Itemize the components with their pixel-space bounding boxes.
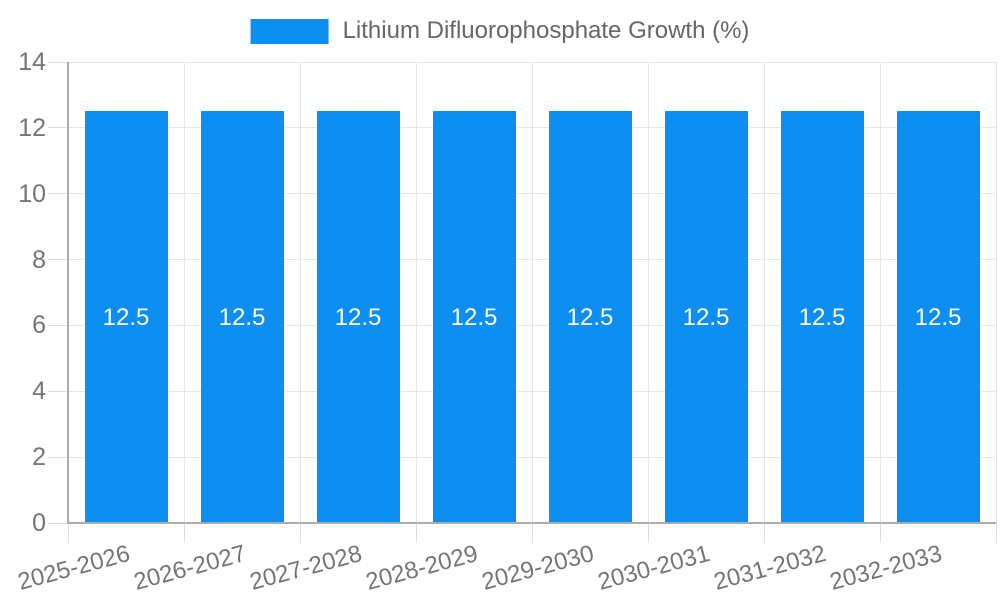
bar — [316, 111, 400, 523]
y-axis-label: 10 — [18, 179, 46, 208]
y-tick — [48, 324, 68, 326]
bar — [200, 111, 284, 523]
x-axis-label: 2029-2030 — [479, 540, 597, 596]
x-axis-label: 2026-2027 — [131, 540, 249, 596]
x-tick — [415, 523, 417, 543]
bar — [780, 111, 864, 523]
v-gridline — [995, 62, 997, 523]
x-axis-label: 2025-2026 — [15, 540, 133, 596]
x-axis-label: 2031-2032 — [711, 540, 829, 596]
bar-value-label: 12.5 — [450, 304, 498, 332]
bar — [84, 111, 168, 523]
y-axis-label: 12 — [18, 113, 46, 142]
x-tick — [531, 523, 533, 543]
v-gridline — [879, 62, 881, 523]
x-axis-label: 2027-2028 — [247, 540, 365, 596]
x-tick — [647, 523, 649, 543]
bar-value-label: 12.5 — [914, 304, 962, 332]
legend-label: Lithium Difluorophosphate Growth (%) — [342, 17, 750, 44]
bar-value-label: 12.5 — [102, 304, 150, 332]
y-axis-label: 14 — [18, 48, 46, 76]
y-tick — [48, 456, 68, 458]
y-axis-line — [67, 62, 69, 523]
chart-legend: Lithium Difluorophosphate Growth (%) — [250, 17, 750, 45]
legend-swatch — [250, 18, 329, 44]
x-tick — [67, 523, 69, 543]
y-tick — [48, 127, 68, 129]
y-tick — [48, 61, 68, 63]
y-tick — [48, 259, 68, 261]
x-axis-label: 2028-2029 — [363, 540, 481, 596]
v-gridline — [415, 62, 417, 523]
y-axis-label: 4 — [32, 377, 46, 406]
bar-value-label: 12.5 — [218, 304, 266, 332]
x-tick — [763, 523, 765, 543]
y-axis-label: 8 — [32, 245, 46, 274]
y-axis-label: 6 — [32, 311, 46, 340]
x-tick — [299, 523, 301, 543]
bar — [548, 111, 632, 523]
x-tick — [995, 523, 997, 543]
bar — [664, 111, 748, 523]
v-gridline — [183, 62, 185, 523]
v-gridline — [763, 62, 765, 523]
bar — [432, 111, 516, 523]
bar-value-label: 12.5 — [682, 304, 730, 332]
y-tick — [48, 390, 68, 392]
x-axis-label: 2030-2031 — [595, 540, 713, 596]
v-gridline — [647, 62, 649, 523]
y-tick — [48, 193, 68, 195]
bar-value-label: 12.5 — [798, 304, 846, 332]
y-axis-label: 0 — [32, 509, 46, 537]
bar-value-label: 12.5 — [334, 304, 382, 332]
x-axis-label: 2032-2033 — [827, 540, 945, 596]
bar — [896, 111, 980, 523]
y-tick — [48, 522, 68, 524]
x-axis-line — [67, 522, 996, 524]
v-gridline — [531, 62, 533, 523]
x-tick — [183, 523, 185, 543]
y-axis-label: 2 — [32, 443, 46, 472]
x-tick — [879, 523, 881, 543]
v-gridline — [299, 62, 301, 523]
bar-value-label: 12.5 — [566, 304, 614, 332]
